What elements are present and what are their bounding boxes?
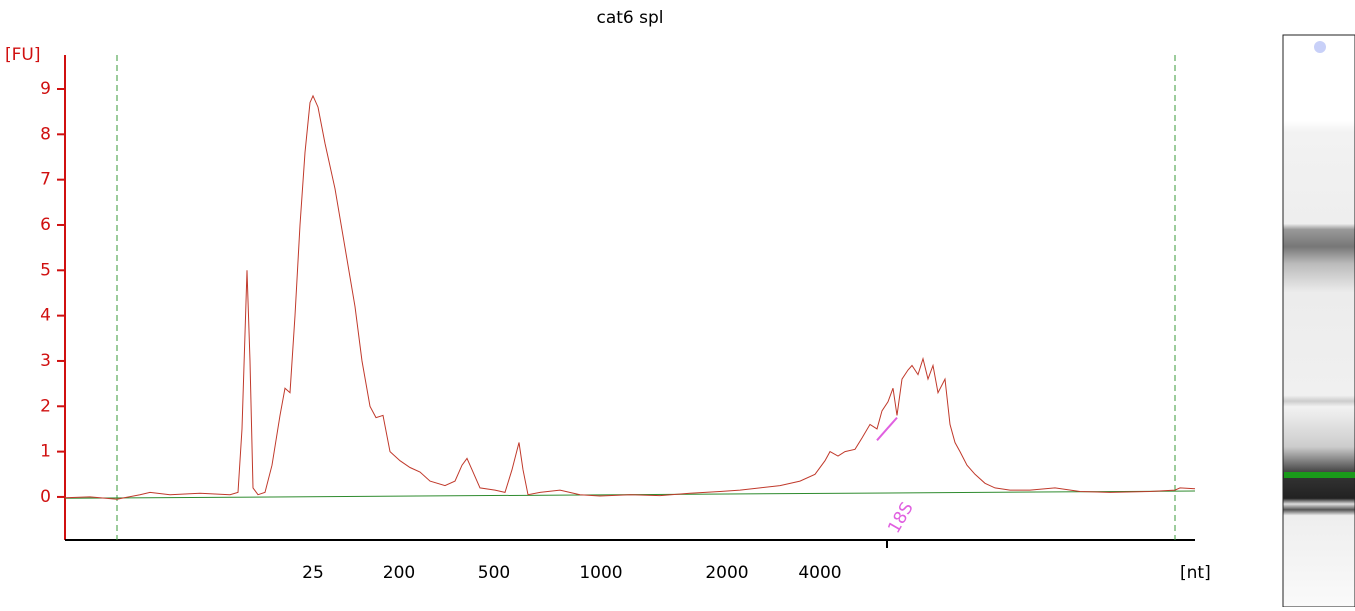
- x-tick-label: 4000: [798, 563, 841, 583]
- y-tick-label: 3: [40, 351, 51, 371]
- x-axis-label: [nt]: [1180, 563, 1211, 583]
- trace-line: [64, 94, 1196, 500]
- y-tick-label: 1: [40, 442, 51, 462]
- y-tick-label: 7: [40, 170, 51, 190]
- y-tick-label: 6: [40, 215, 51, 235]
- chart-title: cat6 spl: [596, 8, 663, 28]
- marker-fit: [876, 416, 898, 441]
- x-tick-label: 500: [478, 563, 510, 583]
- y-tick-label: 9: [40, 79, 51, 99]
- x-tick-label: 25: [302, 563, 324, 583]
- x-tick-label: 1000: [579, 563, 622, 583]
- y-tick-label: 0: [40, 487, 51, 507]
- y-tick-label: 2: [40, 396, 51, 416]
- gel-lane: [1282, 34, 1355, 608]
- y-tick-label: 5: [40, 260, 51, 280]
- marker-label: 18S: [884, 499, 918, 537]
- y-tick-label: 4: [40, 306, 51, 326]
- x-tick-label: 200: [383, 563, 415, 583]
- y-tick-label: 8: [40, 124, 51, 144]
- x-tick-label: 2000: [705, 563, 748, 583]
- y-axis-label: [FU]: [5, 45, 41, 65]
